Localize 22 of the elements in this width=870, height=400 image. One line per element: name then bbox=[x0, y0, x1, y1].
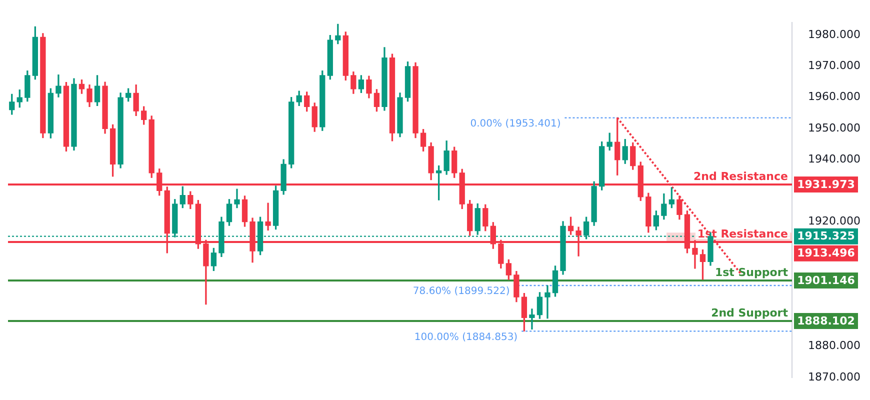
candlestick bbox=[544, 285, 550, 319]
text: 1915.325 bbox=[797, 230, 855, 243]
y-tick-label: 1980.000 bbox=[808, 28, 860, 41]
y-tick-label: 1870.000 bbox=[808, 370, 860, 384]
y-tick-label: 1880.000 bbox=[808, 339, 860, 352]
ref-line-label: 0.00% (1953.401) bbox=[470, 118, 561, 130]
ref-line-label: 100.00% (1884.853) bbox=[414, 332, 518, 343]
y-tick-label: 1960.000 bbox=[808, 90, 860, 104]
text: 1901.146 bbox=[797, 274, 856, 287]
y-tick-label: 1950.000 bbox=[808, 121, 860, 134]
ref-line-label: 1st Support bbox=[714, 266, 788, 279]
candlestick bbox=[529, 308, 535, 330]
ref-line-label: 2nd Resistance bbox=[694, 170, 788, 183]
candlestick bbox=[265, 202, 271, 231]
y-tick-label: 1970.000 bbox=[808, 59, 860, 72]
ref-line-label: 2nd Support bbox=[711, 306, 788, 320]
text: 1888.102 bbox=[797, 314, 855, 328]
ref-line-label: 78.60% (1899.522) bbox=[412, 286, 510, 298]
text: 1931.973 bbox=[797, 178, 855, 191]
y-tick-label: 1920.000 bbox=[808, 214, 860, 228]
text: 1913.496 bbox=[797, 246, 856, 260]
y-tick-label: 1940.000 bbox=[808, 152, 860, 166]
